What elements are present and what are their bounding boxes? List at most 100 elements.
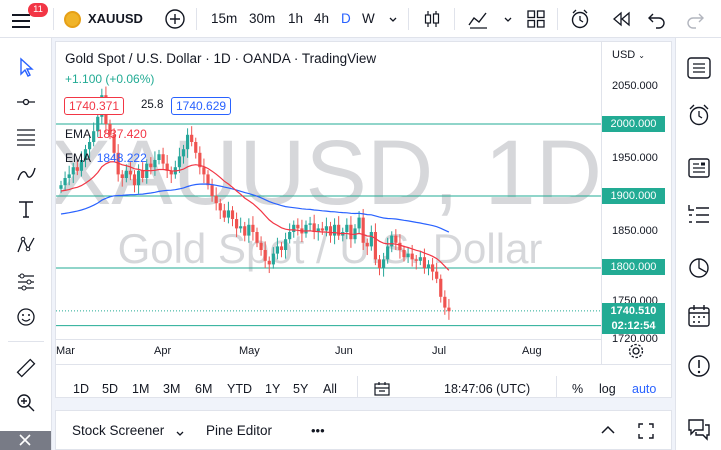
chart-pane[interactable]: XAUUSD, 1D Gold Spot / U.S. Dollar Gold S… bbox=[55, 41, 672, 398]
horizontal-lines-icon[interactable] bbox=[15, 126, 37, 153]
price-axis[interactable] bbox=[601, 42, 671, 397]
brush-icon[interactable] bbox=[15, 162, 37, 189]
watchlist-icon[interactable] bbox=[686, 55, 712, 86]
candle-body bbox=[430, 264, 435, 272]
bar-countdown: 02:12:54 bbox=[602, 318, 665, 334]
data-window-icon[interactable] bbox=[686, 255, 712, 286]
range-5d[interactable]: 5D bbox=[102, 382, 118, 396]
menu-button[interactable]: 11 bbox=[10, 3, 48, 31]
interval-chevron-down-icon[interactable] bbox=[388, 12, 398, 30]
candle-body bbox=[198, 152, 202, 168]
calendar-icon[interactable] bbox=[686, 303, 712, 334]
candle-body bbox=[132, 174, 137, 186]
undo-icon[interactable] bbox=[646, 8, 668, 35]
ask-price[interactable]: 1740.629 bbox=[171, 97, 232, 115]
range-3m[interactable]: 3M bbox=[163, 382, 181, 396]
symbol-search[interactable]: XAUUSD bbox=[60, 8, 152, 30]
candle-body bbox=[230, 210, 235, 220]
prediction-icon[interactable] bbox=[15, 270, 37, 297]
zoom-in-icon[interactable] bbox=[15, 392, 37, 419]
candle-body bbox=[365, 242, 369, 247]
candle-body bbox=[328, 226, 333, 236]
news-icon[interactable] bbox=[686, 155, 712, 186]
maximize-panel-icon[interactable] bbox=[637, 422, 655, 445]
bid-price[interactable]: 1740.371 bbox=[64, 97, 125, 115]
interval-1h[interactable]: 1h bbox=[288, 11, 304, 26]
redo-icon[interactable] bbox=[684, 8, 706, 35]
level-label-1800: 1800.000 bbox=[602, 259, 665, 275]
indicators-chevron-icon[interactable] bbox=[503, 12, 513, 30]
candle-body bbox=[398, 242, 402, 250]
time-axis-label: May bbox=[239, 345, 260, 357]
candle-body bbox=[214, 196, 218, 204]
candle-body bbox=[259, 242, 263, 250]
auto-toggle[interactable]: auto bbox=[632, 382, 657, 396]
range-all[interactable]: All bbox=[323, 382, 337, 396]
range-1m[interactable]: 1M bbox=[132, 382, 150, 396]
candle-body bbox=[239, 226, 243, 229]
candle-body bbox=[75, 167, 79, 171]
goto-date-icon[interactable] bbox=[373, 380, 391, 397]
trend-line-icon[interactable] bbox=[15, 91, 37, 118]
hide-drawings-button[interactable] bbox=[0, 431, 51, 450]
candle-body bbox=[120, 174, 124, 178]
interval-w[interactable]: W bbox=[362, 11, 375, 26]
range-1y[interactable]: 1Y bbox=[265, 382, 281, 396]
layout-grid-icon[interactable] bbox=[525, 8, 547, 35]
currency-label[interactable]: USD ⌄ bbox=[612, 49, 645, 61]
compare-add-icon[interactable] bbox=[164, 8, 186, 30]
log-toggle[interactable]: log bbox=[599, 382, 616, 396]
notification-badge: 11 bbox=[28, 3, 48, 17]
interval-d[interactable]: D bbox=[341, 11, 351, 26]
indicators-icon[interactable] bbox=[467, 8, 489, 35]
utc-clock[interactable]: 18:47:06 (UTC) bbox=[444, 382, 531, 396]
notification-bell-icon[interactable] bbox=[686, 353, 712, 384]
candle-body bbox=[312, 223, 316, 232]
candle-body bbox=[96, 116, 100, 132]
pattern-icon[interactable] bbox=[15, 234, 37, 261]
cursor-arrow-icon[interactable] bbox=[15, 56, 37, 83]
stock-screener-tab[interactable]: Stock Screener bbox=[72, 423, 165, 438]
range-6m[interactable]: 6M bbox=[195, 382, 213, 396]
candle-body bbox=[243, 226, 247, 236]
alarm-clock-icon[interactable] bbox=[686, 102, 712, 133]
time-axis-label: Jul bbox=[432, 345, 447, 357]
replay-icon[interactable] bbox=[610, 8, 632, 35]
percent-toggle[interactable]: % bbox=[572, 382, 584, 396]
chart-settings-gear-icon[interactable] bbox=[627, 342, 645, 365]
collapse-panel-icon[interactable] bbox=[599, 423, 617, 442]
symbol-name: XAUUSD bbox=[88, 11, 143, 26]
range-5y[interactable]: 5Y bbox=[293, 382, 309, 396]
drawing-toolbar bbox=[0, 38, 52, 450]
emoji-icon[interactable] bbox=[15, 306, 37, 333]
candle-body bbox=[83, 149, 88, 160]
candle-body bbox=[316, 228, 320, 232]
candles-icon[interactable] bbox=[421, 8, 443, 35]
alert-clock-icon[interactable] bbox=[569, 8, 591, 35]
candle-body bbox=[402, 250, 406, 258]
candle-body bbox=[406, 253, 410, 258]
candle-body bbox=[381, 259, 386, 268]
chat-icon[interactable] bbox=[686, 416, 712, 447]
interval-15m[interactable]: 15m bbox=[211, 11, 238, 26]
stock-screener-chevron-icon[interactable] bbox=[175, 426, 185, 444]
candle-body bbox=[349, 224, 353, 240]
range-ytd[interactable]: YTD bbox=[227, 382, 252, 396]
interval-4h[interactable]: 4h bbox=[314, 11, 330, 26]
pine-editor-tab[interactable]: Pine Editor bbox=[206, 423, 273, 438]
range-1d[interactable]: 1D bbox=[73, 382, 89, 396]
time-axis[interactable] bbox=[56, 339, 601, 364]
candle-body bbox=[79, 160, 84, 171]
ruler-icon[interactable] bbox=[15, 357, 37, 384]
more-tabs-button[interactable]: ••• bbox=[311, 423, 325, 438]
ideas-list-icon[interactable] bbox=[686, 202, 712, 233]
text-tool-icon[interactable] bbox=[15, 198, 37, 225]
candle-body bbox=[308, 223, 312, 225]
candle-body bbox=[124, 170, 128, 178]
interval-30m[interactable]: 30m bbox=[249, 11, 276, 26]
candle-body bbox=[369, 232, 373, 247]
top-toolbar: 11 XAUUSD 15m 30m 1h 4h D W bbox=[0, 0, 721, 38]
candle-body bbox=[141, 170, 145, 178]
price-axis-label: 1950.000 bbox=[612, 152, 658, 164]
